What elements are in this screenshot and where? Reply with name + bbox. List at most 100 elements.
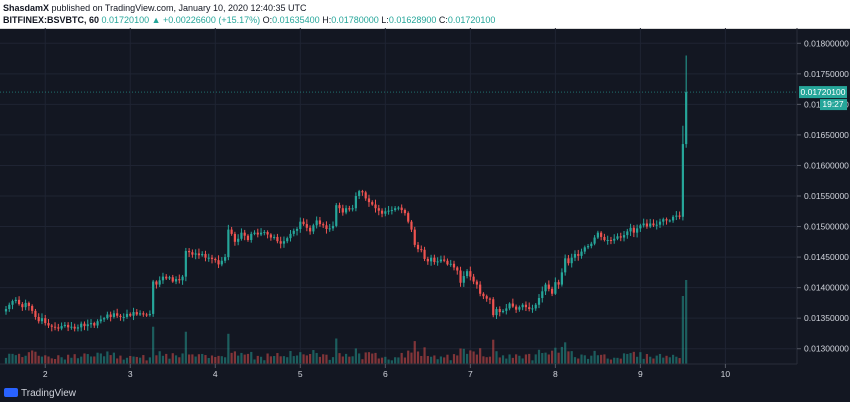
volume-bar	[112, 352, 116, 364]
volume-bar	[322, 354, 325, 364]
candle-up	[158, 280, 161, 285]
candle-down	[446, 260, 449, 265]
price-tick-label: 0.01800000	[804, 38, 849, 48]
price-tick-label: 0.01500000	[804, 222, 849, 232]
volume-bar	[256, 355, 259, 364]
candle-down	[338, 205, 341, 209]
candle-up	[8, 304, 11, 310]
candle-down	[204, 254, 207, 258]
candle-up	[639, 225, 642, 229]
volume-bar	[423, 347, 426, 364]
candle-down	[619, 236, 622, 238]
volume-bar	[191, 354, 194, 364]
candle-up	[282, 241, 286, 244]
price-axis[interactable]: 0.01300000 0.01350000 0.01400000 0.01450000…	[797, 38, 849, 354]
volume-bar	[119, 355, 122, 364]
price-tick-label: 0.01450000	[804, 252, 849, 262]
last-price-tag: 0.01720100	[801, 87, 846, 97]
volume-bar	[86, 354, 89, 364]
volume-bar	[351, 356, 354, 364]
volume-bar	[318, 356, 322, 364]
volume-bar	[492, 339, 495, 364]
volume-bar	[263, 360, 266, 364]
volume-bar	[550, 350, 554, 364]
volume-bar	[377, 358, 380, 364]
volume-bar	[410, 352, 413, 364]
candle-up	[312, 225, 315, 232]
candle-down	[479, 284, 482, 294]
candle-up	[505, 308, 508, 311]
volume-bar	[83, 353, 86, 364]
candle-up	[439, 259, 443, 262]
volume-bar	[295, 355, 299, 364]
candle-down	[472, 276, 475, 282]
candle-up	[394, 208, 397, 211]
volume-bar	[106, 351, 109, 364]
candlestick-chart[interactable]: 0.01300000 0.01350000 0.01400000 0.01450000…	[0, 28, 850, 388]
candle-up	[227, 229, 230, 258]
volume-bar	[583, 355, 586, 364]
candle-down	[371, 202, 374, 205]
candle-up	[40, 318, 44, 322]
candle-down	[178, 279, 181, 281]
candle-up	[273, 236, 276, 238]
candle-up	[70, 326, 73, 328]
volume-bar	[214, 356, 217, 364]
candle-down	[603, 236, 606, 240]
candle-up	[223, 257, 227, 261]
candle-up	[580, 251, 583, 256]
volume-bar	[246, 353, 250, 364]
candle-down	[214, 258, 217, 261]
candle-down	[600, 232, 603, 237]
candle-down	[652, 223, 655, 226]
candle-down	[34, 310, 37, 317]
volume-bar	[485, 357, 488, 364]
candle-up	[148, 313, 151, 316]
volume-bar	[21, 357, 24, 364]
last-price: 0.01720100	[101, 15, 150, 25]
volume-bar	[511, 357, 514, 364]
volume-bar	[629, 353, 632, 364]
candle-up	[86, 324, 89, 327]
volume-bar	[495, 351, 498, 364]
candle-up	[564, 258, 567, 273]
candle-up	[181, 276, 184, 281]
volume-bar	[452, 354, 456, 364]
candle-up	[534, 304, 537, 309]
volume-bar	[472, 351, 475, 364]
volume-bar	[534, 354, 537, 364]
candle-up	[501, 310, 505, 313]
publisher-name[interactable]: ShasdamX	[3, 3, 50, 13]
candle-up	[152, 281, 155, 314]
volume-bar	[436, 359, 439, 364]
volume-bar	[309, 353, 312, 364]
candle-up	[537, 298, 541, 305]
tradingview-logo[interactable]: TradingView	[4, 387, 76, 399]
candle-up	[335, 205, 338, 226]
candle-down	[57, 327, 60, 329]
candle-up	[436, 261, 439, 263]
time-axis[interactable]: 2 3 4 5 6 7 8 9 10	[43, 364, 731, 379]
footer: TradingView	[0, 386, 850, 402]
candle-down	[577, 254, 580, 256]
volume-bar	[250, 351, 253, 364]
volume-bar	[93, 356, 96, 364]
volume-bar	[652, 358, 655, 364]
candle-up	[112, 313, 116, 317]
volume-bar	[34, 351, 37, 364]
candle-up	[629, 227, 632, 232]
candle-up	[495, 309, 498, 316]
candle-up	[253, 232, 256, 234]
volume-bar	[528, 353, 531, 364]
candle-down	[410, 221, 413, 230]
candle-down	[53, 326, 57, 328]
candle-down	[341, 208, 344, 213]
candle-down	[550, 288, 554, 294]
candle-up	[237, 238, 240, 242]
volume-bar	[361, 359, 364, 364]
volume-bar	[289, 351, 292, 364]
time-tick-label: 7	[468, 369, 473, 379]
candle-up	[60, 326, 63, 329]
volume-bar	[439, 356, 443, 364]
volume-bar	[89, 356, 93, 364]
